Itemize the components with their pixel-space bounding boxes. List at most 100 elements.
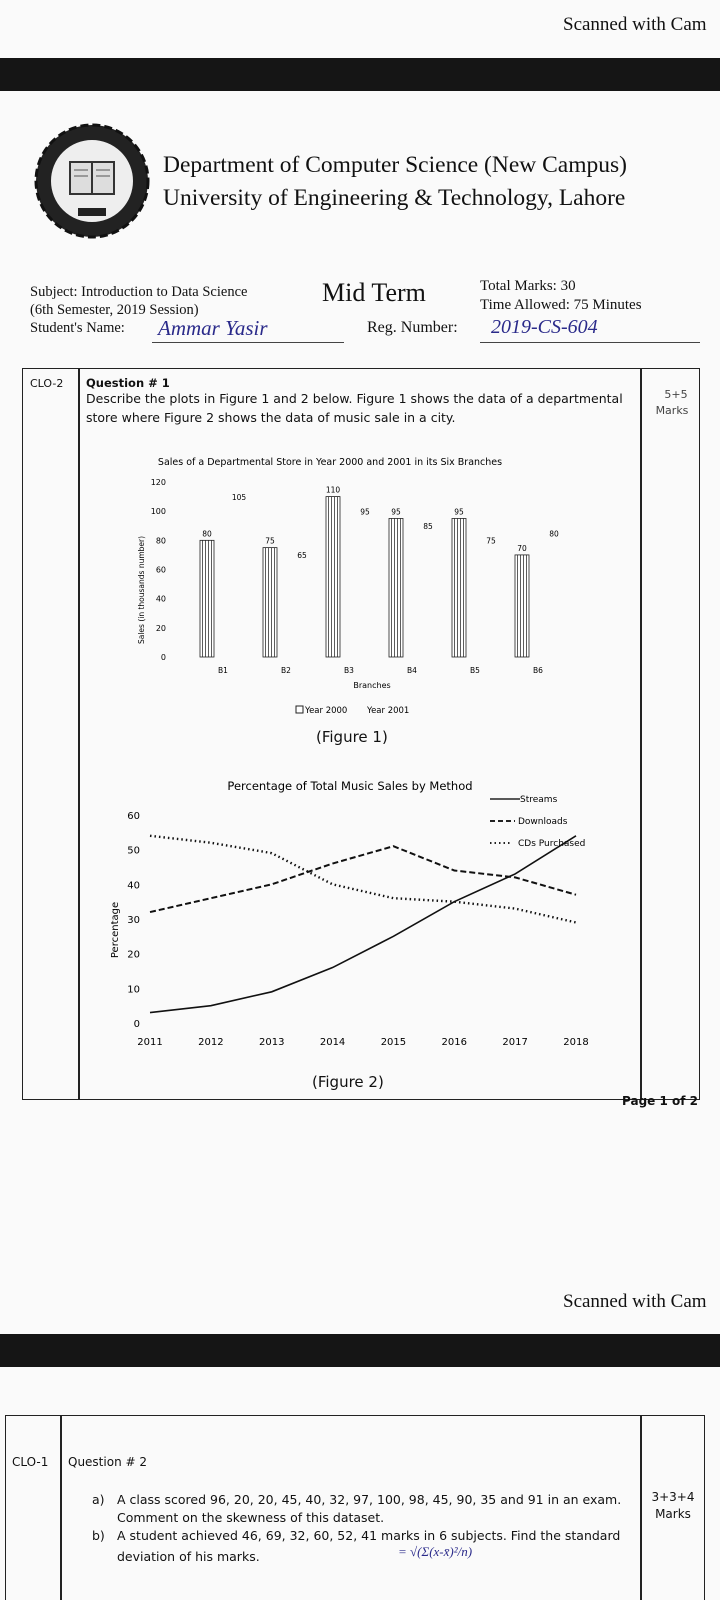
figure2-caption: (Figure 2) bbox=[312, 1073, 384, 1091]
scan-band-page2 bbox=[0, 1334, 720, 1367]
figure2-series-streams bbox=[150, 836, 576, 1013]
figure1-y-tick: 80 bbox=[156, 536, 166, 545]
figure2-y-tick: 40 bbox=[127, 880, 140, 891]
subject-line: Subject: Introduction to Data Science bbox=[30, 284, 247, 301]
legend-swatch-year-2000 bbox=[296, 706, 303, 713]
figure1-bar-b1-year-2001 bbox=[232, 504, 233, 505]
university-logo bbox=[32, 122, 152, 240]
figure1-title: Sales of a Departmental Store in Year 20… bbox=[158, 457, 502, 468]
figure1-bar-b4-year-2000 bbox=[389, 518, 403, 657]
handwritten-formula: = √(Σ(x-x̄)²/n) bbox=[398, 1544, 472, 1560]
figure1-bar-b5-year-2000 bbox=[452, 518, 466, 657]
reg-number-value: 2019-CS-604 bbox=[491, 316, 598, 339]
figure2-x-tick: 2013 bbox=[259, 1037, 284, 1048]
question1-text-line2: store where Figure 2 shows the data of m… bbox=[86, 410, 456, 425]
figure1-x-tick-b6: B6 bbox=[533, 666, 543, 675]
figure1-bar-b2-year-2001 bbox=[295, 562, 296, 563]
figure1-bar-b3-year-2001 bbox=[358, 518, 359, 519]
name-underline bbox=[152, 342, 344, 343]
figure1-x-tick-b1: B1 bbox=[218, 666, 228, 675]
figure1-bar-chart: Sales of a Departmental Store in Year 20… bbox=[100, 445, 620, 725]
figure1-data-label: 75 bbox=[486, 537, 496, 546]
figure1-data-label: 110 bbox=[326, 486, 341, 495]
student-name-label: Student's Name: bbox=[30, 320, 125, 337]
figure1-x-tick-b2: B2 bbox=[281, 666, 291, 675]
figure1-data-label: 95 bbox=[454, 507, 464, 516]
figure2-series-downloads bbox=[150, 846, 576, 912]
q2-marks-divider bbox=[640, 1415, 642, 1600]
figure2-series-cds-purchased bbox=[150, 836, 576, 923]
figure1-bar-b2-year-2000 bbox=[263, 548, 277, 657]
figure1-data-label: 105 bbox=[232, 493, 247, 502]
reg-underline bbox=[480, 342, 700, 343]
legend-year-2000: Year 2000 bbox=[304, 706, 347, 716]
figure1-y-tick: 60 bbox=[156, 566, 166, 575]
question1-clo: CLO-2 bbox=[30, 377, 63, 390]
figure1-y-tick: 100 bbox=[151, 507, 166, 516]
question2-table bbox=[5, 1415, 705, 1600]
figure1-x-tick-b4: B4 bbox=[407, 666, 417, 675]
figure2-y-tick: 10 bbox=[127, 984, 140, 995]
figure1-y-tick: 20 bbox=[156, 624, 166, 633]
figure1-data-label: 95 bbox=[360, 507, 370, 516]
figure1-x-axis-label: Branches bbox=[353, 681, 390, 690]
figure2-line-chart: Percentage of Total Music Sales by Metho… bbox=[100, 770, 630, 1060]
figure2-x-tick: 2016 bbox=[442, 1037, 467, 1048]
scan-band bbox=[0, 58, 720, 91]
part-a-line1: A class scored 96, 20, 20, 45, 40, 32, 9… bbox=[117, 1492, 621, 1507]
total-marks: Total Marks: 30 bbox=[480, 278, 576, 295]
student-name-value: Ammar Yasir bbox=[158, 316, 268, 341]
figure1-data-label: 70 bbox=[517, 544, 527, 553]
legend-year-2001: Year 2001 bbox=[366, 706, 409, 716]
figure2-y-tick: 20 bbox=[127, 950, 140, 961]
figure2-y-tick: 0 bbox=[134, 1019, 140, 1030]
figure2-y-tick: 60 bbox=[127, 811, 140, 822]
figure1-bar-b3-year-2000 bbox=[326, 497, 340, 657]
question1-marks-label: Marks bbox=[652, 404, 692, 417]
time-allowed: Time Allowed: 75 Minutes bbox=[480, 297, 642, 314]
department-title: Department of Computer Science (New Camp… bbox=[163, 152, 627, 179]
question2-title: Question # 2 bbox=[68, 1455, 147, 1469]
q2-clo-divider bbox=[60, 1415, 62, 1600]
figure2-x-tick: 2018 bbox=[563, 1037, 588, 1048]
figure1-bar-b4-year-2001 bbox=[421, 533, 422, 534]
scanner-watermark-page2: Scanned with Cam bbox=[563, 1291, 707, 1313]
figure1-y-tick: 40 bbox=[156, 595, 166, 604]
figure2-x-tick: 2017 bbox=[502, 1037, 527, 1048]
figure2-y-tick: 50 bbox=[127, 846, 140, 857]
figure1-x-tick-b5: B5 bbox=[470, 666, 480, 675]
part-b-label: b) bbox=[92, 1528, 105, 1543]
question1-text-line1: Describe the plots in Figure 1 and 2 bel… bbox=[86, 391, 623, 406]
figure1-bar-b6-year-2001 bbox=[547, 540, 548, 541]
figure1-bar-b5-year-2001 bbox=[484, 548, 485, 549]
part-b-line1: A student achieved 46, 69, 32, 60, 52, 4… bbox=[117, 1528, 620, 1543]
figure1-caption: (Figure 1) bbox=[316, 728, 388, 746]
marks-column-divider bbox=[640, 368, 642, 1100]
question1-marks-value: 5+5 bbox=[656, 388, 696, 401]
legend-downloads: Downloads bbox=[518, 817, 568, 827]
figure1-data-label: 95 bbox=[391, 507, 401, 516]
figure1-y-tick: 0 bbox=[161, 653, 166, 662]
figure1-data-label: 80 bbox=[549, 529, 559, 538]
legend-cds-purchased: CDs Purchased bbox=[518, 839, 585, 849]
figure1-x-tick-b3: B3 bbox=[344, 666, 354, 675]
figure1-data-label: 75 bbox=[265, 537, 275, 546]
figure2-title: Percentage of Total Music Sales by Metho… bbox=[227, 779, 472, 793]
question2-marks-value: 3+3+4 bbox=[646, 1490, 700, 1504]
part-b-line2: deviation of his marks. bbox=[117, 1549, 260, 1564]
university-title: University of Engineering & Technology, … bbox=[163, 185, 625, 212]
figure1-bar-b1-year-2000 bbox=[200, 540, 214, 657]
question2-marks-label: Marks bbox=[646, 1507, 700, 1521]
figure1-data-label: 80 bbox=[202, 529, 212, 538]
part-a-label: a) bbox=[92, 1492, 105, 1507]
figure2-y-axis-label: Percentage bbox=[110, 902, 121, 958]
clo-column-divider bbox=[78, 368, 80, 1100]
legend-streams: Streams bbox=[520, 795, 558, 805]
figure1-bar-b6-year-2000 bbox=[515, 555, 529, 657]
figure1-y-axis-label: Sales (in thousands number) bbox=[137, 536, 146, 644]
part-a-line2: Comment on the skewness of this dataset. bbox=[117, 1510, 384, 1525]
question1-title: Question # 1 bbox=[86, 376, 170, 390]
question2-clo: CLO-1 bbox=[12, 1455, 48, 1469]
page-number: Page 1 of 2 bbox=[622, 1094, 698, 1108]
reg-number-label: Reg. Number: bbox=[367, 319, 458, 337]
